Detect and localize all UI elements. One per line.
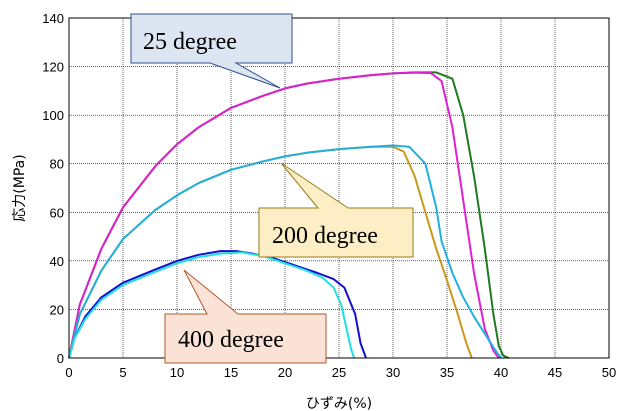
x-tick-label: 25 xyxy=(332,365,346,380)
y-axis-label: 応力(MPa) xyxy=(12,154,28,221)
series-line-5 xyxy=(68,251,356,359)
y-tick-label: 40 xyxy=(50,254,64,269)
series-line-3 xyxy=(68,144,502,359)
x-tick-labels: 0 5 10 15 20 25 30 35 40 45 50 xyxy=(65,365,616,380)
x-axis-label: ひずみ(%) xyxy=(306,396,372,411)
grid xyxy=(69,18,609,358)
x-tick-label: 45 xyxy=(548,365,562,380)
y-tick-label: 100 xyxy=(42,108,64,123)
x-tick-label: 30 xyxy=(386,365,400,380)
x-tick-label: 10 xyxy=(170,365,184,380)
x-tick-label: 35 xyxy=(440,365,454,380)
y-tick-labels: 0 20 40 60 80 100 120 140 xyxy=(42,11,64,366)
x-tick-label: 40 xyxy=(494,365,508,380)
x-tick-label: 15 xyxy=(224,365,238,380)
series-lines xyxy=(68,71,510,359)
callout-400-degree: 400 degree xyxy=(164,269,327,364)
y-tick-label: 20 xyxy=(50,302,64,317)
x-tick-label: 5 xyxy=(119,365,126,380)
series-line-4 xyxy=(68,250,367,359)
callout-400-label: 400 degree xyxy=(178,327,284,353)
x-tick-label: 0 xyxy=(65,365,72,380)
y-tick-label: 120 xyxy=(42,60,64,75)
series-line-1 xyxy=(68,71,500,359)
plot-frame xyxy=(68,17,610,359)
y-tick-label: 60 xyxy=(50,205,64,220)
y-tick-label: 140 xyxy=(42,11,64,26)
x-tick-label: 50 xyxy=(602,365,616,380)
callout-25-degree: 25 degree xyxy=(130,13,293,89)
x-tick-label: 20 xyxy=(278,365,292,380)
callout-200-label: 200 degree xyxy=(272,223,378,249)
y-tick-label: 0 xyxy=(57,351,64,366)
callout-25-label: 25 degree xyxy=(143,29,237,55)
y-tick-label: 80 xyxy=(50,157,64,172)
callout-200-degree: 200 degree xyxy=(258,162,414,258)
